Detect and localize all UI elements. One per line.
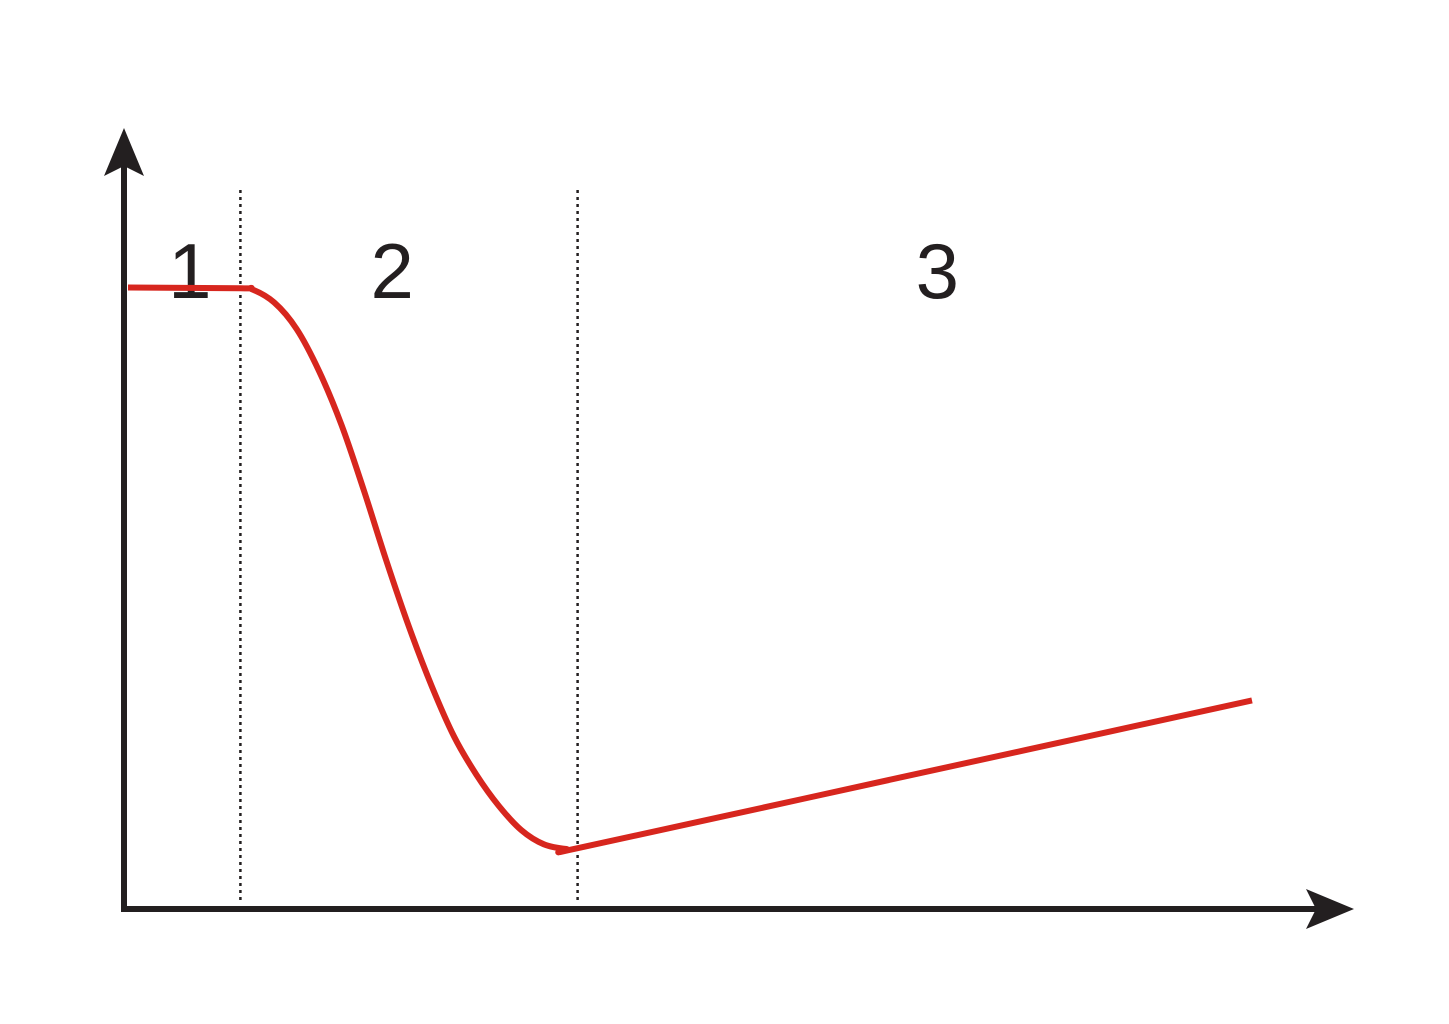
region-label-2: 2 (370, 227, 413, 315)
series-group (127, 284, 1253, 856)
region-labels: 1 2 3 (168, 227, 959, 315)
series-line-1 (127, 284, 1253, 856)
region-boundaries (239, 190, 579, 904)
region-label-1: 1 (168, 227, 211, 315)
x-axis-arrow-icon (1306, 889, 1354, 929)
y-axis-arrow-icon (104, 128, 144, 176)
region-label-3: 3 (916, 227, 959, 315)
